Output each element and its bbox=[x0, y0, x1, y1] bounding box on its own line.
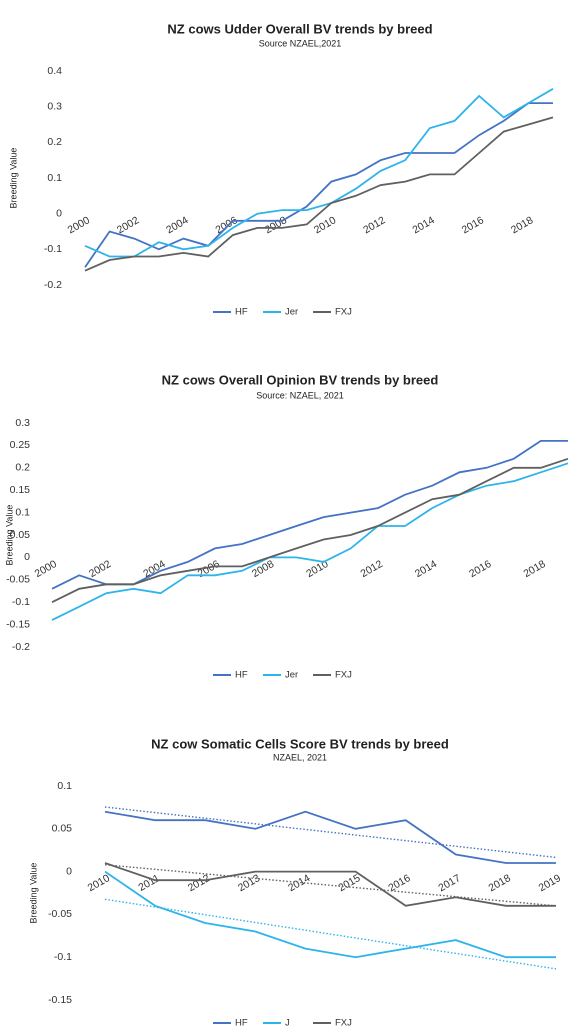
x-tick-label: 2016 bbox=[467, 558, 493, 580]
x-tick-label: 2012 bbox=[186, 872, 212, 894]
x-tick-label: 2012 bbox=[359, 558, 385, 580]
x-tick-label: 2018 bbox=[509, 214, 535, 236]
x-tick-label: 2016 bbox=[386, 872, 412, 894]
y-tick-label: 0.05 bbox=[52, 823, 73, 835]
y-axis-label: Breeding Value bbox=[28, 863, 38, 924]
chart-subtitle: Source: NZAEL, 2021 bbox=[256, 390, 344, 400]
x-tick-label: 2014 bbox=[411, 214, 437, 236]
legend-label: J bbox=[285, 1018, 290, 1029]
series-line bbox=[51, 457, 569, 604]
x-tick-label: 2014 bbox=[413, 558, 439, 580]
x-tick-label: 2002 bbox=[115, 214, 141, 236]
legend-label: FXJ bbox=[335, 670, 352, 681]
chart-title: NZ cows Overall Opinion BV trends by bre… bbox=[162, 372, 439, 387]
chart-subtitle: Source NZAEL,2021 bbox=[259, 38, 342, 48]
y-tick-label: -0.1 bbox=[44, 243, 62, 255]
y-tick-label: 0 bbox=[24, 551, 30, 563]
legend-label: Jer bbox=[285, 307, 298, 318]
x-tick-label: 2013 bbox=[236, 872, 262, 894]
y-tick-label: 0 bbox=[56, 207, 62, 219]
y-tick-label: -0.05 bbox=[6, 574, 30, 586]
x-tick-label: 2000 bbox=[33, 558, 59, 580]
chart-title: NZ cow Somatic Cells Score BV trends by … bbox=[151, 736, 449, 751]
trendline bbox=[104, 806, 557, 859]
x-tick-label: 2000 bbox=[66, 214, 92, 236]
y-tick-label: -0.1 bbox=[12, 596, 30, 608]
y-tick-label: 0 bbox=[66, 865, 72, 877]
legend-label: HF bbox=[235, 307, 248, 318]
y-axis-label: Breeding Value bbox=[4, 505, 14, 566]
y-tick-label: -0.2 bbox=[12, 641, 30, 653]
trendline bbox=[104, 898, 557, 970]
y-tick-label: -0.1 bbox=[54, 951, 72, 963]
x-tick-label: 2015 bbox=[336, 872, 362, 894]
series-line bbox=[84, 102, 553, 268]
y-tick-label: 0.4 bbox=[47, 65, 62, 77]
y-tick-label: 0.1 bbox=[15, 506, 30, 518]
series-line bbox=[104, 862, 556, 907]
legend-label: FXJ bbox=[335, 307, 352, 318]
x-tick-label: 2019 bbox=[537, 872, 563, 894]
y-tick-label: -0.15 bbox=[48, 994, 72, 1006]
legend-label: Jer bbox=[285, 670, 298, 681]
x-tick-label: 2004 bbox=[164, 214, 190, 236]
y-tick-label: 0.15 bbox=[10, 484, 31, 496]
legend-label: HF bbox=[235, 670, 248, 681]
x-tick-label: 2017 bbox=[436, 872, 462, 894]
y-tick-label: 0.05 bbox=[10, 529, 31, 541]
y-tick-label: 0.3 bbox=[15, 417, 30, 429]
y-tick-label: -0.2 bbox=[44, 279, 62, 291]
y-tick-label: -0.15 bbox=[6, 618, 30, 630]
chart-subtitle: NZAEL, 2021 bbox=[273, 752, 327, 762]
y-tick-label: -0.05 bbox=[48, 908, 72, 920]
y-axis-label: Breeding Value bbox=[8, 148, 18, 209]
series-line bbox=[104, 870, 556, 959]
y-tick-label: 0.25 bbox=[10, 439, 31, 451]
series-line bbox=[104, 810, 556, 864]
x-tick-label: 2010 bbox=[86, 872, 112, 894]
x-tick-label: 2018 bbox=[522, 558, 548, 580]
series-line bbox=[84, 88, 554, 258]
y-tick-label: 0.3 bbox=[47, 100, 62, 112]
x-tick-label: 2012 bbox=[361, 214, 387, 236]
series-line bbox=[84, 116, 554, 272]
y-tick-label: 0.2 bbox=[15, 462, 30, 474]
legend-label: HF bbox=[235, 1018, 248, 1029]
y-tick-label: 0.1 bbox=[57, 780, 72, 792]
y-tick-label: 0.1 bbox=[47, 172, 62, 184]
x-tick-label: 2002 bbox=[87, 558, 113, 580]
x-tick-label: 2008 bbox=[263, 214, 289, 236]
x-tick-label: 2018 bbox=[487, 872, 513, 894]
y-tick-label: 0.2 bbox=[47, 136, 62, 148]
x-tick-label: 2016 bbox=[460, 214, 486, 236]
series-line bbox=[51, 462, 569, 621]
legend-label: FXJ bbox=[335, 1018, 352, 1029]
chart-title: NZ cows Udder Overall BV trends by breed bbox=[167, 21, 432, 36]
